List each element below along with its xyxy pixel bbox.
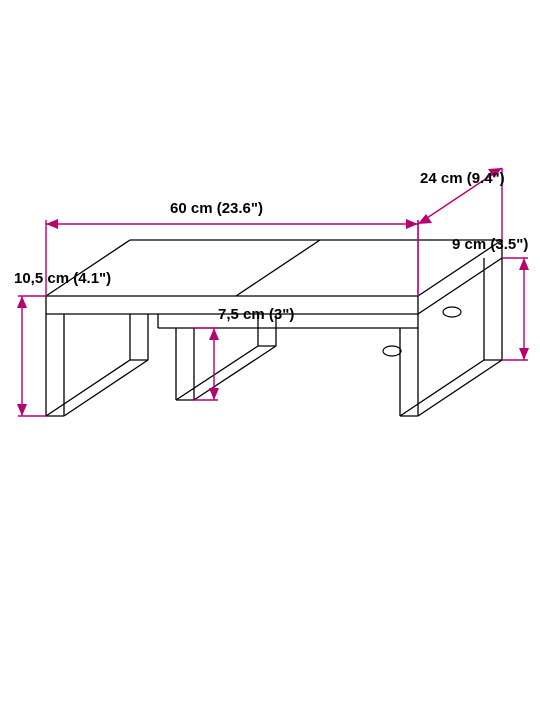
technical-drawing: 60 cm (23.6") 24 cm (9.4") 10,5 cm (4.1"… [0,0,540,720]
dim-width-label: 60 cm (23.6") [170,200,263,217]
dim-inner-height-label: 7,5 cm (3") [218,306,294,323]
furniture-svg [0,0,540,720]
dim-depth-label: 24 cm (9.4") [420,170,505,187]
dim-total-height-label: 10,5 cm (4.1") [14,270,111,287]
dim-leg-height-label: 9 cm (3.5") [452,236,528,253]
